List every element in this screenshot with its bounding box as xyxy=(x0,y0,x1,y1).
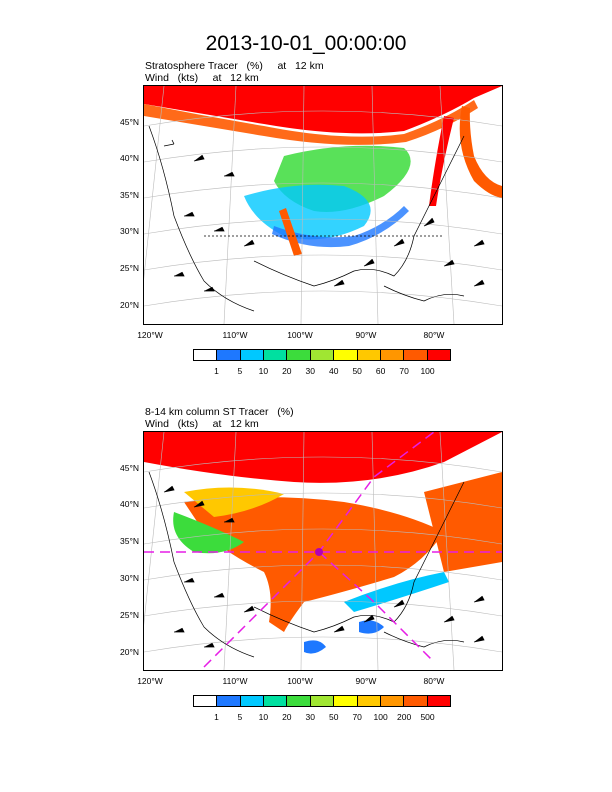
coastlines xyxy=(148,125,465,312)
colorbar-label: 30 xyxy=(305,366,315,376)
colorbar-label: 60 xyxy=(375,366,386,376)
colorbar-label: 1 xyxy=(214,712,219,722)
colorbar-swatch xyxy=(240,696,265,706)
colorbar-swatch xyxy=(357,350,381,360)
panel1-lon-label: 120°W xyxy=(137,330,163,340)
panel2-map-svg xyxy=(144,432,502,670)
panel2-lon-label: 100°W xyxy=(287,676,313,686)
panel1-lat-label: 30°N xyxy=(120,226,139,236)
column-tracer-blue-patch xyxy=(304,640,326,654)
panel2-lon-label: 110°W xyxy=(222,676,248,686)
colorbar-swatch xyxy=(427,696,450,706)
panel1-colorbar xyxy=(193,349,451,361)
panel2-lat-label: 25°N xyxy=(120,610,139,620)
tracer-streamer-atlantic xyxy=(459,106,502,198)
tracer-blue-edge xyxy=(272,206,409,248)
colorbar-swatch xyxy=(264,696,288,706)
page-title: 2013-10-01_00:00:00 xyxy=(205,32,407,55)
colorbar-swatch xyxy=(287,350,311,360)
column-tracer-east-band xyxy=(424,472,502,572)
colorbar-swatch xyxy=(194,696,218,706)
panel1-lat-label: 45°N xyxy=(120,117,139,127)
colorbar-label: 100 xyxy=(420,366,435,376)
panel2-lon-label: 120°W xyxy=(137,676,163,686)
colorbar-swatch xyxy=(194,350,218,360)
panel2-lon-label: 80°W xyxy=(423,676,445,686)
panel1-map xyxy=(143,85,503,325)
colorbar-swatch xyxy=(380,350,405,360)
cross-section-center-marker xyxy=(315,548,323,556)
panel2-map xyxy=(143,431,503,671)
panel2-subtitle-line1: 8-14 km column ST Tracer (%) xyxy=(145,406,294,418)
colorbar-label: 70 xyxy=(399,366,409,376)
colorbar-swatch xyxy=(380,696,405,706)
wind-barbs xyxy=(163,139,485,292)
colorbar-swatch xyxy=(404,696,428,706)
tracer-cyan-plume xyxy=(244,184,371,240)
colorbar-label: 70 xyxy=(352,712,362,722)
colorbar-swatch xyxy=(287,696,311,706)
colorbar-swatch xyxy=(264,350,288,360)
panel1-lat-label: 20°N xyxy=(120,300,139,310)
tracer-high-region xyxy=(144,86,502,134)
panel2-lat-label: 45°N xyxy=(120,463,139,473)
panel2-subtitle-line2: Wind (kts) at 12 km xyxy=(145,418,259,430)
colorbar-label: 40 xyxy=(328,366,339,376)
colorbar-label: 50 xyxy=(328,712,339,722)
panel2-lat-label: 30°N xyxy=(120,573,139,583)
colorbar-label: 200 xyxy=(396,712,412,722)
colorbar-swatch xyxy=(217,350,241,360)
colorbar-swatch xyxy=(334,696,358,706)
colorbar-label: 5 xyxy=(237,366,243,376)
colorbar-label: 50 xyxy=(352,366,362,376)
colorbar-swatch xyxy=(357,696,381,706)
colorbar-label: 30 xyxy=(305,712,315,722)
panel1-subtitle-line1: Stratosphere Tracer (%) at 12 km xyxy=(145,60,324,72)
colorbar-label: 100 xyxy=(373,712,388,722)
colorbar-label: 10 xyxy=(258,366,269,376)
column-tracer-high-region xyxy=(144,432,502,483)
panel1-lon-label: 110°W xyxy=(222,330,248,340)
tracer-orange-band xyxy=(144,100,478,145)
panel2-lat-label: 20°N xyxy=(120,647,139,657)
colorbar-swatch xyxy=(310,696,335,706)
panel1-map-svg xyxy=(144,86,502,324)
panel1-lon-label: 100°W xyxy=(287,330,313,340)
panel2-colorbar xyxy=(193,695,451,707)
tracer-streamer-east xyxy=(429,116,454,206)
colorbar-swatch xyxy=(334,350,358,360)
graticule xyxy=(144,86,502,324)
tracer-streamer-west xyxy=(279,208,302,256)
panel1-lat-label: 25°N xyxy=(120,263,139,273)
panel1-lon-label: 90°W xyxy=(355,330,377,340)
wind-barbs xyxy=(163,485,485,648)
panel1-subtitle-line2: Wind (kts) at 12 km xyxy=(145,72,259,84)
panel1-lat-label: 40°N xyxy=(120,153,139,163)
colorbar-swatch xyxy=(217,696,241,706)
panel2-lat-label: 40°N xyxy=(120,499,139,509)
colorbar-label: 20 xyxy=(282,366,292,376)
colorbar-swatch xyxy=(310,350,335,360)
colorbar-swatch xyxy=(240,350,265,360)
colorbar-label: 500 xyxy=(420,712,435,722)
column-tracer-green xyxy=(173,512,244,554)
colorbar-swatch xyxy=(404,350,428,360)
panel2-lon-label: 90°W xyxy=(355,676,377,686)
colorbar-swatch xyxy=(427,350,450,360)
colorbar-label: 20 xyxy=(282,712,292,722)
panel1-lon-label: 80°W xyxy=(423,330,445,340)
column-tracer-orange-region xyxy=(184,497,444,632)
column-tracer-blue-patch xyxy=(359,620,384,634)
colorbar-label: 10 xyxy=(258,712,269,722)
colorbar-label: 5 xyxy=(237,712,243,722)
colorbar-label: 1 xyxy=(214,366,219,376)
panel2-lat-label: 35°N xyxy=(120,536,139,546)
panel1-lat-label: 35°N xyxy=(120,190,139,200)
